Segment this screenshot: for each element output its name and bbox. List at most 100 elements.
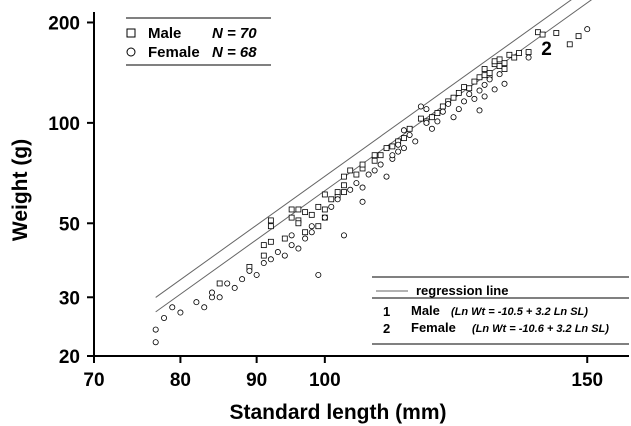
legend-box: Male N = 70 Female N = 68 [126, 17, 271, 66]
male-point [328, 196, 335, 203]
female-point [423, 106, 430, 113]
female-point [423, 119, 430, 126]
male-point [383, 145, 390, 152]
female-point [334, 196, 341, 203]
male-point [216, 280, 223, 287]
x-tick-label: 90 [246, 370, 267, 391]
female-point [365, 171, 372, 178]
male-point [434, 110, 441, 116]
male-point [506, 51, 513, 58]
male-point [486, 70, 493, 77]
female-point [584, 26, 591, 33]
female-point [340, 232, 347, 239]
y-tick-label: 30 [59, 288, 80, 309]
male-point [267, 217, 274, 224]
male-point [461, 84, 467, 91]
legend-male-n: N = 70 [212, 25, 257, 42]
female-point [216, 294, 223, 301]
female-point [412, 138, 419, 145]
female-point [193, 299, 200, 306]
legend-male-label: Male [148, 25, 181, 42]
male-point [371, 157, 378, 164]
legend-female-label: Female [148, 44, 200, 61]
male-point [466, 85, 473, 92]
female-point [169, 304, 176, 311]
male-point [353, 171, 360, 178]
female-point [439, 108, 446, 115]
male-point [260, 252, 267, 259]
male-point [295, 220, 302, 227]
female-point [400, 127, 407, 134]
y-axis-label: Weight (g) [9, 139, 32, 241]
reg-legend-label-2: Female [411, 320, 456, 335]
female-point [471, 95, 478, 102]
female-point [486, 76, 493, 83]
female-point [224, 280, 231, 287]
male-point [439, 103, 446, 110]
female-point [281, 252, 288, 259]
female-point [383, 173, 390, 180]
male-point [406, 125, 413, 132]
female-point [476, 87, 483, 94]
female-point [315, 271, 322, 278]
regression-lines: 12 [155, 0, 593, 313]
male-point [389, 143, 396, 150]
female-point [274, 249, 281, 256]
female-point [308, 223, 315, 230]
female-point [395, 148, 402, 155]
male-point [501, 66, 508, 72]
male-point [288, 214, 295, 221]
male-point [539, 31, 546, 38]
legend-female-n: N = 68 [212, 44, 257, 61]
male-point [347, 167, 354, 174]
male-point [511, 54, 518, 61]
male-point [334, 189, 341, 196]
female-point [347, 186, 354, 193]
male-point [496, 63, 503, 69]
female-point [476, 107, 483, 114]
male-point [417, 115, 424, 122]
female-point [308, 229, 315, 236]
male-point [471, 78, 478, 85]
female-point [288, 242, 295, 249]
female-point [461, 98, 468, 105]
male-point [267, 223, 274, 230]
male-point [481, 72, 488, 79]
female-point [428, 125, 435, 132]
reg-legend-title: regression line [416, 283, 508, 298]
x-tick-label: 80 [170, 370, 191, 391]
y-axis: 20 30 50 100 200 [48, 13, 94, 368]
female-point [395, 141, 402, 148]
female-point [481, 93, 488, 100]
regression-legend: regression line 1 Male (Ln Wt = -10.5 + … [372, 276, 629, 345]
female-point [208, 289, 215, 296]
female-point [267, 256, 274, 263]
male-point [315, 203, 322, 210]
male-point [516, 50, 522, 56]
data-points [152, 26, 591, 346]
female-point [201, 304, 208, 311]
male-point [302, 209, 309, 216]
reg-legend-eq-2: (Ln Wt = -10.6 + 3.2 Ln SL) [472, 323, 609, 335]
male-point [308, 211, 315, 218]
x-tick-label: 70 [83, 370, 104, 391]
male-point [450, 94, 457, 101]
female-point [328, 203, 335, 210]
reg-legend-label-1: Male [411, 303, 440, 318]
female-point [491, 86, 498, 93]
reg-legend-eq-1: (Ln Wt = -10.5 + 3.2 Ln SL) [451, 306, 588, 318]
x-tick-label: 150 [571, 370, 603, 391]
male-point [429, 114, 435, 121]
female-point [359, 184, 366, 191]
female-point [295, 245, 302, 252]
female-point [246, 267, 253, 274]
male-point [302, 229, 309, 236]
female-point [260, 260, 267, 267]
female-point [377, 161, 384, 168]
male-point [566, 41, 573, 48]
male-point [377, 152, 384, 159]
male-point [260, 242, 267, 249]
male-point [315, 223, 322, 230]
y-tick-label: 100 [48, 114, 80, 135]
